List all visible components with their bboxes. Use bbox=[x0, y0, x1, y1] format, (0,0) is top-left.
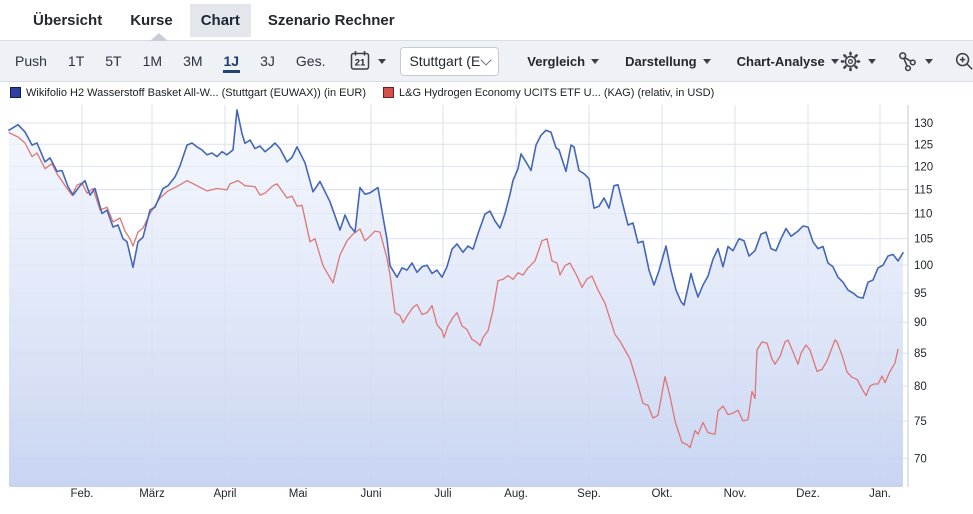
chart-toolbar: Push 1T 5T 1M 3M 1J 3J Ges. 21 Stuttga bbox=[0, 33, 973, 82]
svg-text:Sep.: Sep. bbox=[577, 488, 601, 500]
tab-uebersicht[interactable]: Übersicht bbox=[33, 11, 103, 29]
period-button-ges[interactable]: Ges. bbox=[295, 53, 326, 69]
tab-chart[interactable]: Chart bbox=[189, 3, 251, 37]
svg-text:März: März bbox=[139, 488, 165, 500]
series-line bbox=[8, 132, 899, 449]
network-icon bbox=[896, 50, 919, 73]
settings-button[interactable] bbox=[839, 50, 876, 73]
active-tab-notch bbox=[150, 33, 168, 41]
exchange-select[interactable]: Stuttgart (E bbox=[400, 46, 500, 76]
period-button-1t[interactable]: 1T bbox=[67, 53, 85, 69]
menu-darstellung[interactable]: Darstellung bbox=[625, 54, 711, 69]
caret-down-icon bbox=[591, 58, 600, 64]
svg-text:Juni: Juni bbox=[360, 488, 381, 500]
menu-chart-analyse[interactable]: Chart-Analyse bbox=[737, 54, 839, 69]
svg-text:Okt.: Okt. bbox=[651, 488, 672, 500]
svg-text:21: 21 bbox=[355, 58, 366, 69]
menu-vergleich[interactable]: Vergleich bbox=[527, 53, 600, 69]
svg-text:80: 80 bbox=[914, 381, 927, 393]
legend-item[interactable]: L&G Hydrogen Economy UCITS ETF U... (KAG… bbox=[383, 87, 714, 99]
svg-text:75: 75 bbox=[914, 416, 927, 428]
series-line bbox=[8, 109, 904, 306]
caret-down-icon bbox=[830, 58, 839, 64]
exchange-select-value: Stuttgart (E bbox=[409, 53, 481, 69]
y-axis-labels: 130 125 120 115 110 105 100 95 90 85 80 75 70 bbox=[914, 118, 933, 465]
area-fill bbox=[9, 109, 903, 488]
svg-text:100: 100 bbox=[914, 260, 933, 272]
menu-group: Vergleich Darstellung Chart-Analyse bbox=[527, 53, 839, 69]
svg-text:110: 110 bbox=[914, 209, 932, 221]
legend-label: L&G Hydrogen Economy UCITS ETF U... (KAG… bbox=[399, 86, 715, 99]
legend-label: Wikifolio H2 Wasserstoff Basket All-W...… bbox=[26, 86, 367, 99]
svg-text:105: 105 bbox=[914, 234, 933, 246]
svg-text:Aug.: Aug. bbox=[504, 488, 528, 500]
chart-legend: Wikifolio H2 Wasserstoff Basket All-W...… bbox=[0, 82, 973, 103]
period-button-3m[interactable]: 3M bbox=[183, 53, 203, 69]
period-button-3j[interactable]: 3J bbox=[260, 53, 275, 69]
svg-text:120: 120 bbox=[914, 161, 933, 173]
svg-text:85: 85 bbox=[914, 348, 927, 360]
period-button-5t[interactable]: 5T bbox=[105, 53, 122, 69]
x-axis-labels: Feb. März April Mai Juni Juli Aug. Sep. Okt. Nov.… bbox=[70, 488, 890, 500]
share-button[interactable] bbox=[896, 50, 933, 73]
svg-text:95: 95 bbox=[914, 288, 927, 300]
svg-text:April: April bbox=[213, 488, 236, 500]
caret-down-icon bbox=[867, 58, 876, 64]
tab-kurse[interactable]: Kurse bbox=[130, 11, 173, 29]
svg-text:Nov.: Nov. bbox=[724, 488, 747, 500]
svg-text:130: 130 bbox=[914, 118, 933, 130]
caret-down-icon bbox=[702, 58, 711, 64]
caret-down-icon bbox=[378, 58, 387, 64]
svg-text:115: 115 bbox=[914, 184, 932, 196]
svg-text:90: 90 bbox=[914, 317, 927, 329]
legend-item[interactable]: Wikifolio H2 Wasserstoff Basket All-W...… bbox=[10, 87, 366, 99]
menu-chart-analyse-label: Chart-Analyse bbox=[736, 53, 825, 69]
menu-vergleich-label: Vergleich bbox=[527, 53, 586, 69]
toolbar-icon-group bbox=[839, 50, 973, 73]
svg-text:125: 125 bbox=[914, 139, 933, 151]
legend-swatch bbox=[10, 87, 21, 98]
period-button-push[interactable]: Push bbox=[15, 53, 47, 69]
period-selector: Push 1T 5T 1M 3M 1J 3J Ges. bbox=[14, 49, 326, 73]
svg-text:70: 70 bbox=[914, 453, 927, 465]
svg-text:Dez.: Dez. bbox=[796, 488, 820, 500]
gear-icon bbox=[839, 50, 862, 73]
period-button-1j[interactable]: 1J bbox=[222, 49, 241, 73]
date-picker-button[interactable]: 21 bbox=[348, 49, 387, 73]
menu-darstellung-label: Darstellung bbox=[625, 53, 697, 69]
legend-swatch bbox=[383, 87, 395, 98]
zoom-button[interactable] bbox=[953, 50, 973, 73]
caret-down-icon bbox=[924, 58, 933, 64]
svg-text:Jan.: Jan. bbox=[869, 488, 891, 500]
svg-text:Juli: Juli bbox=[434, 488, 451, 500]
tab-szenario-rechner[interactable]: Szenario Rechner bbox=[267, 11, 395, 29]
svg-text:Mai: Mai bbox=[289, 488, 308, 500]
period-button-1m[interactable]: 1M bbox=[142, 53, 163, 69]
svg-text:Feb.: Feb. bbox=[70, 488, 93, 500]
calendar-icon: 21 bbox=[348, 49, 372, 73]
zoom-in-icon bbox=[953, 50, 973, 73]
